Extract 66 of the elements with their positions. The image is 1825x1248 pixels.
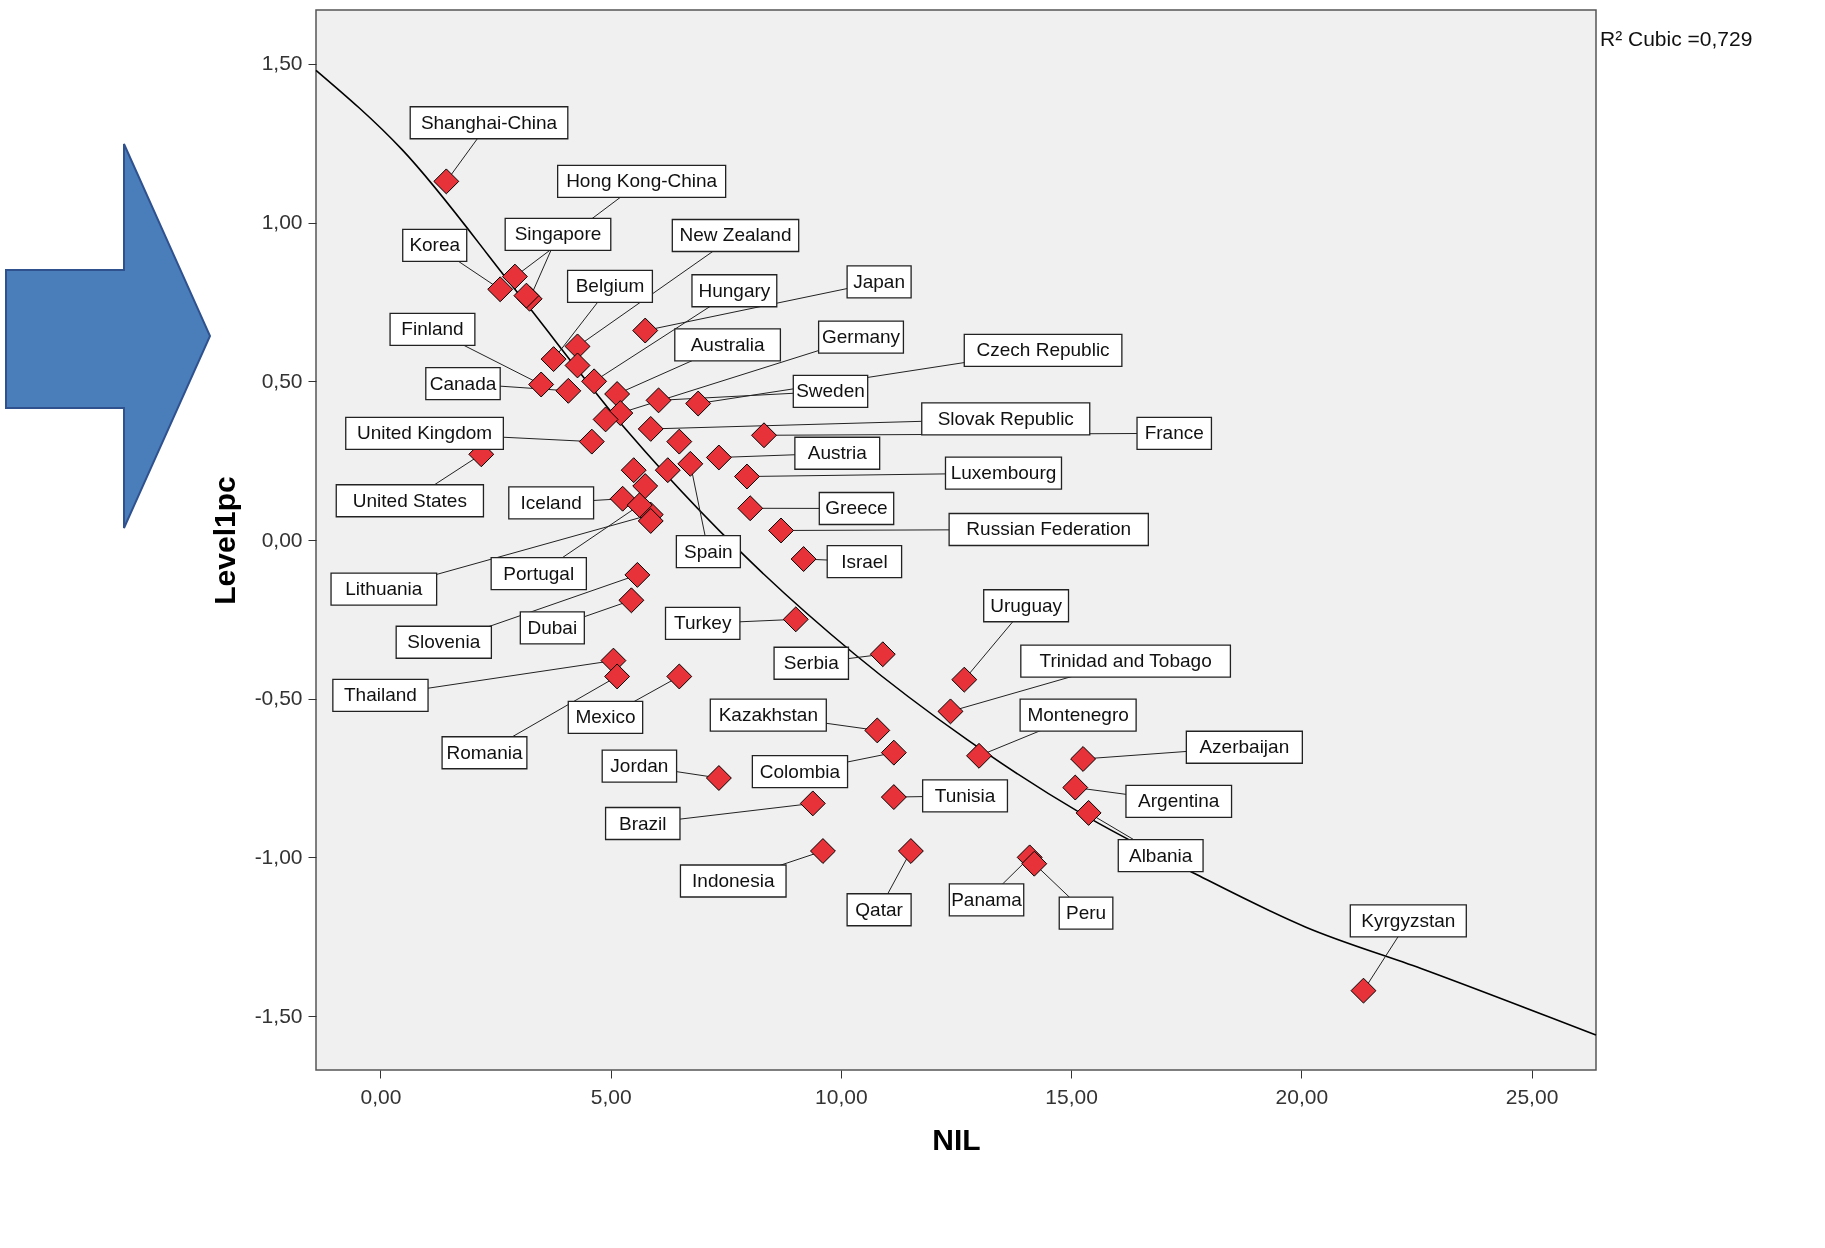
x-tick-label: 0,00 — [360, 1084, 402, 1108]
annotation: Brazil — [619, 812, 667, 834]
annotation: Japan — [853, 270, 905, 292]
annotation: Australia — [690, 333, 765, 355]
annotation: Peru — [1065, 902, 1107, 924]
y-tick-label: 1,00 — [261, 210, 303, 234]
annotation: Hong Kong-China — [566, 170, 718, 192]
text: R² Cubic =0,729 — [1600, 27, 1753, 50]
annotation: United States — [352, 489, 467, 511]
annotation: Austria — [807, 442, 868, 464]
annotation: Uruguay — [990, 594, 1063, 616]
x-tick-label: 15,00 — [1045, 1084, 1098, 1108]
annotation: Thailand — [344, 684, 417, 706]
y-tick-label: 1,50 — [261, 51, 303, 75]
annotation: Dubai — [527, 616, 578, 638]
x-tick-label: 5,00 — [590, 1084, 632, 1108]
annotation: Montenegro — [1027, 704, 1129, 726]
annotation: Qatar — [855, 898, 904, 920]
annotation: Argentina — [1138, 790, 1220, 812]
annotation: Russian Federation — [966, 518, 1132, 540]
annotation: Czech Republic — [976, 339, 1110, 361]
annotation: Indonesia — [692, 869, 775, 891]
annotation: Shanghai-China — [420, 111, 558, 133]
annotation: Albania — [1128, 844, 1193, 866]
annotation: Belgium — [575, 275, 645, 297]
x-axis-title: NIL — [932, 1122, 981, 1156]
annotation: Slovenia — [407, 631, 481, 653]
annotation: Portugal — [503, 562, 575, 584]
annotation: Israel — [841, 550, 888, 572]
annotation: Serbia — [783, 652, 840, 674]
annotation: Romania — [446, 741, 523, 763]
annotation: Kyrgyzstan — [1361, 909, 1456, 931]
annotation: Jordan — [610, 755, 669, 777]
annotation: Slovak Republic — [937, 407, 1074, 429]
y-tick-label: 0,00 — [261, 527, 303, 551]
y-tick-label: 0,50 — [261, 368, 303, 392]
annotation: Spain — [684, 540, 733, 562]
annotation: Finland — [401, 318, 464, 340]
x-tick-label: 10,00 — [815, 1084, 868, 1108]
annotation: Panama — [951, 888, 1023, 910]
annotation: Luxembourg — [950, 462, 1057, 484]
x-tick-label: 20,00 — [1275, 1084, 1329, 1108]
y-tick-label: -1,50 — [254, 1003, 303, 1027]
annotation: New Zealand — [679, 224, 792, 246]
y-tick-label: -1,00 — [254, 844, 303, 868]
annotation: Hungary — [698, 279, 771, 301]
y-axis-title: Level1pc — [207, 476, 241, 605]
annotation: Sweden — [796, 380, 865, 402]
y-tick-label: -0,50 — [254, 686, 303, 710]
x-tick-label: 25,00 — [1505, 1084, 1559, 1108]
annotation: Azerbaijan — [1199, 736, 1290, 758]
annotation: Tunisia — [934, 784, 996, 806]
annotation: Singapore — [514, 223, 602, 245]
annotation: Turkey — [674, 612, 732, 634]
annotation: Germany — [821, 326, 901, 348]
annotation: Trinidad and Tobago — [1039, 650, 1212, 672]
annotation: Korea — [409, 234, 461, 256]
annotation: Iceland — [520, 491, 582, 513]
annotation: Canada — [429, 372, 497, 394]
annotation: France — [1144, 422, 1204, 444]
annotation: Kazakhstan — [718, 704, 818, 726]
annotation: Colombia — [759, 760, 841, 782]
annotation: Mexico — [575, 706, 636, 728]
annotation: Lithuania — [345, 578, 423, 600]
annotation: United Kingdom — [356, 422, 493, 444]
annotation: Greece — [825, 497, 888, 519]
